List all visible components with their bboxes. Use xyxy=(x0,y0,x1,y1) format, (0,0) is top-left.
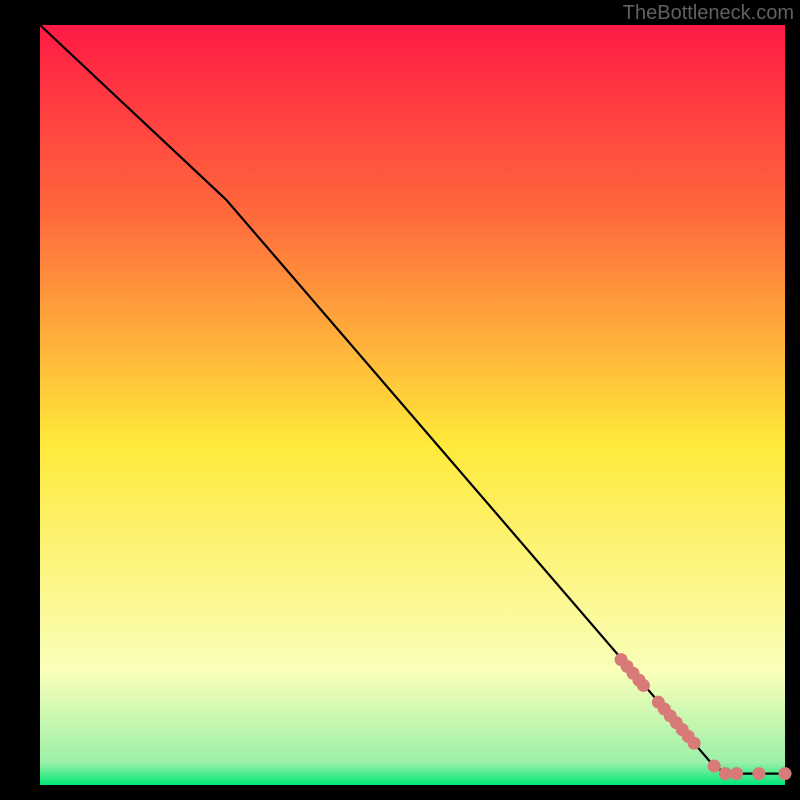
data-marker xyxy=(688,737,701,750)
chart-container: TheBottleneck.com xyxy=(0,0,800,800)
data-marker xyxy=(779,767,792,780)
data-marker xyxy=(752,767,765,780)
chart-overlay xyxy=(0,0,800,800)
trend-line xyxy=(40,25,785,774)
data-marker xyxy=(730,767,743,780)
data-marker xyxy=(719,767,732,780)
watermark-text: TheBottleneck.com xyxy=(623,2,794,25)
data-marker xyxy=(708,760,721,773)
data-marker xyxy=(637,679,650,692)
